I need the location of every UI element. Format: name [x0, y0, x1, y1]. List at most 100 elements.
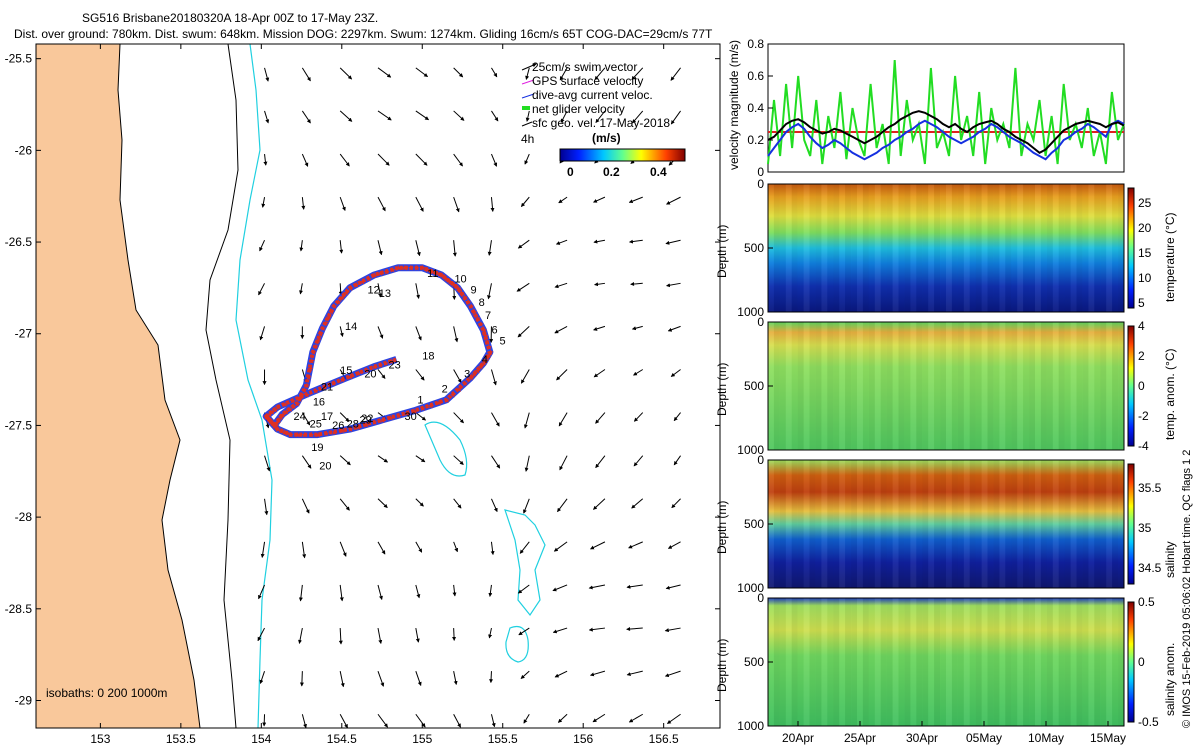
depth-tick-label: 1000 — [737, 581, 764, 595]
track-marker: ★ — [458, 288, 465, 297]
section-texture — [1088, 598, 1095, 726]
track-marker: ★ — [480, 359, 487, 368]
surface-velocity-arrow — [589, 670, 606, 677]
track-day-label: 30 — [405, 411, 417, 423]
surface-velocity-arrow — [525, 110, 530, 122]
section-texture — [1052, 598, 1059, 726]
colorbar-label: temp. anom. (°C) — [1163, 349, 1177, 441]
surface-velocity-arrow — [415, 240, 421, 257]
map-x-tick-label: 153 — [90, 732, 110, 746]
track-day-label: 14 — [345, 321, 357, 333]
section-texture — [791, 460, 798, 588]
surface-velocity-field — [257, 67, 681, 729]
section-texture — [946, 184, 952, 312]
surface-velocity-arrow — [264, 455, 271, 472]
surface-velocity-arrow — [559, 455, 568, 471]
section-texture — [910, 322, 917, 450]
surface-velocity-arrow — [452, 584, 457, 597]
section-texture — [1094, 598, 1101, 726]
track-marker: ★ — [317, 330, 324, 339]
track-marker: ★ — [267, 417, 274, 426]
section-texture — [1112, 322, 1118, 450]
section-colorbar — [1127, 187, 1135, 309]
legend-glider: net glider velocity — [532, 102, 625, 116]
surface-velocity-arrow — [261, 197, 266, 208]
section-heatmap — [768, 598, 1124, 726]
track-marker: ★ — [277, 413, 284, 422]
track-day-label: 7 — [485, 310, 491, 322]
section-texture — [815, 184, 822, 312]
track-marker: ★ — [274, 403, 281, 412]
track-day-label: 1 — [417, 394, 423, 406]
date-tick-label: 30Apr — [906, 731, 938, 745]
section-texture — [934, 322, 940, 450]
surface-velocity-arrow — [593, 325, 606, 331]
surface-velocity-arrow — [259, 326, 266, 341]
track-day-label: 23 — [388, 360, 400, 372]
section-texture — [910, 460, 917, 588]
section-texture — [833, 598, 840, 726]
depth-ylabel: Depth (m) — [715, 225, 729, 278]
surface-velocity-arrow — [670, 110, 681, 125]
track-marker: ★ — [455, 385, 462, 394]
track-marker: ★ — [439, 271, 446, 280]
track-marker: ★ — [487, 348, 494, 357]
section-texture — [798, 598, 804, 726]
section-texture — [928, 598, 935, 726]
surface-velocity-arrow — [415, 67, 429, 78]
track-day-label: 25 — [310, 418, 322, 430]
section-heatmap — [768, 322, 1124, 450]
surface-velocity-arrow — [626, 670, 643, 676]
section-texture — [827, 184, 834, 312]
surface-velocity-arrow — [631, 498, 644, 509]
track-day-label: 24 — [294, 411, 306, 423]
velocity-y-tick-label: 0.2 — [747, 133, 764, 147]
section-texture — [1059, 460, 1065, 588]
surface-velocity-arrow — [377, 110, 392, 121]
surface-velocity-arrow — [518, 627, 530, 636]
depth-tick-label: 500 — [744, 517, 764, 531]
section-texture — [1017, 460, 1023, 588]
colorbar-tick: 0.4 — [650, 165, 667, 179]
section-texture — [845, 322, 851, 450]
track-marker: ★ — [294, 399, 301, 408]
surface-velocity-arrow — [453, 714, 461, 728]
track-swim-vectors — [264, 265, 492, 437]
section-texture — [1076, 460, 1083, 588]
track-marker: ★ — [443, 274, 450, 283]
map-x-tick-label: 154 — [251, 732, 271, 746]
section-texture — [809, 322, 816, 450]
surface-velocity-arrow — [523, 713, 530, 724]
section-texture — [880, 322, 887, 450]
surface-velocity-arrow — [588, 627, 605, 632]
track-marker: ★ — [477, 320, 484, 329]
surface-velocity-arrow — [258, 584, 265, 600]
surface-velocity-arrow — [339, 455, 351, 466]
section-texture — [999, 460, 1006, 588]
section-texture — [797, 460, 804, 588]
section-texture — [951, 598, 958, 726]
surface-velocity-arrow — [626, 584, 643, 589]
section-texture — [1005, 460, 1012, 588]
colorbar-tick-label: 20 — [1138, 221, 1152, 235]
track-day-label: 15 — [340, 365, 352, 377]
section-texture — [839, 460, 846, 588]
surface-velocity-arrow — [670, 67, 681, 81]
surface-velocity-arrow — [339, 67, 353, 80]
surface-velocity-arrow — [592, 196, 606, 203]
track-marker: ★ — [485, 343, 492, 352]
section-texture — [1094, 460, 1101, 588]
track-marker: ★ — [382, 359, 389, 368]
track-marker: ★ — [290, 402, 297, 411]
surface-velocity-arrow — [453, 110, 465, 121]
section-texture — [833, 322, 840, 450]
colorbar-tick-label: 2 — [1138, 349, 1145, 363]
surface-velocity-arrow — [552, 627, 568, 634]
surface-velocity-arrow — [453, 67, 464, 78]
section-texture — [1011, 598, 1017, 726]
surface-velocity-arrow — [377, 240, 383, 256]
surface-velocity-arrow — [377, 455, 389, 463]
section-texture — [1064, 460, 1071, 588]
surface-velocity-arrow — [593, 498, 606, 510]
section-texture — [779, 598, 786, 726]
